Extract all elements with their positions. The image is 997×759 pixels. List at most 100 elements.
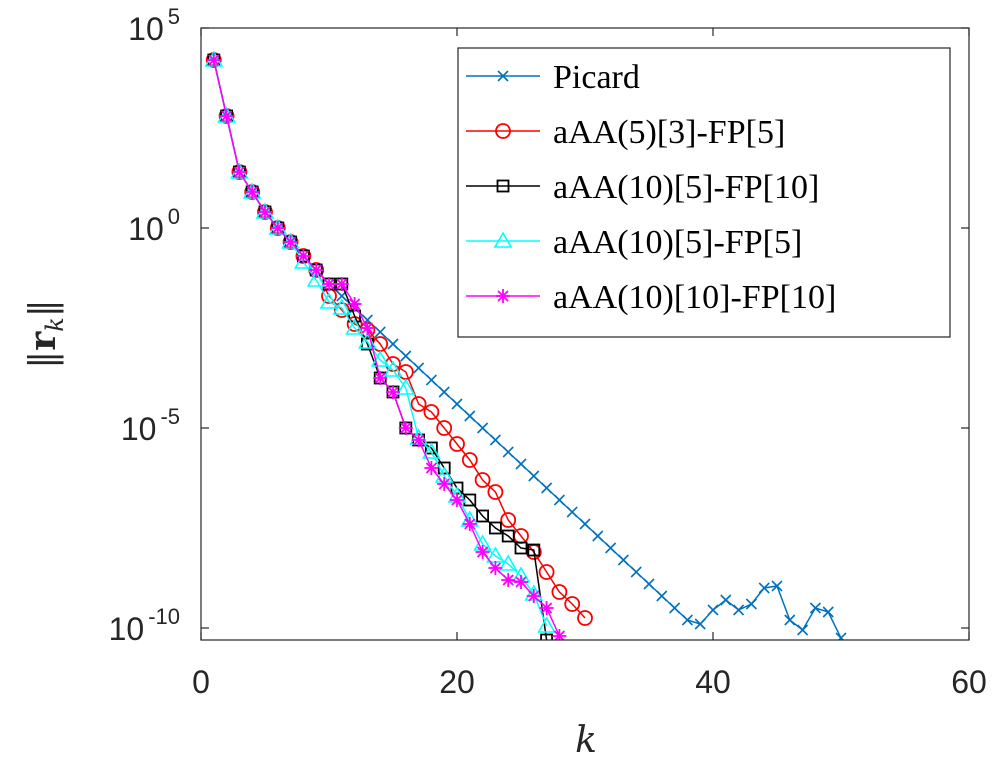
y-axis-label-bars-right: ‖ xyxy=(23,299,64,317)
data-point xyxy=(386,385,400,399)
data-point xyxy=(232,165,247,179)
series-line-4 xyxy=(213,59,561,637)
data-point xyxy=(360,321,375,335)
data-point xyxy=(720,594,732,606)
data-point xyxy=(461,452,478,468)
data-point xyxy=(206,53,221,67)
data-point xyxy=(396,378,416,395)
data-point xyxy=(270,221,285,235)
y-axis-label-r: r xyxy=(22,331,64,351)
data-point xyxy=(551,584,568,600)
y-tick-label: 10 0 xyxy=(128,204,180,247)
data-point xyxy=(413,362,425,374)
data-point xyxy=(514,575,528,589)
data-point xyxy=(822,606,834,618)
data-point xyxy=(332,298,352,315)
data-point xyxy=(500,512,517,528)
data-point xyxy=(487,484,504,500)
data-point xyxy=(383,360,403,377)
data-point xyxy=(489,434,501,446)
data-point xyxy=(564,596,581,612)
y-axis-label-bars-left: ‖ xyxy=(23,351,64,369)
y-tick-exponent: 0 xyxy=(168,204,180,229)
data-point xyxy=(669,602,681,614)
data-point xyxy=(411,433,426,447)
data-point xyxy=(526,589,541,603)
data-point xyxy=(398,421,413,435)
data-point xyxy=(258,205,272,219)
data-point xyxy=(475,545,490,559)
data-point xyxy=(451,398,463,410)
data-point xyxy=(309,263,324,277)
legend-entry: aAA(10)[5]-FP[5] xyxy=(466,224,802,261)
data-point xyxy=(437,461,451,475)
data-point xyxy=(733,604,745,616)
data-point xyxy=(514,541,528,555)
legend-marker xyxy=(495,123,511,139)
legend-marker xyxy=(493,231,513,248)
x-tick-label: 0 xyxy=(192,664,210,700)
data-point xyxy=(809,602,821,614)
legend-marker xyxy=(496,289,510,303)
x-tick-label: 20 xyxy=(439,664,475,700)
data-point xyxy=(476,509,490,523)
data-point xyxy=(758,582,770,594)
x-tick-label: 40 xyxy=(695,664,731,700)
data-point xyxy=(438,386,450,398)
y-tick-label: 10 -5 xyxy=(121,404,180,447)
data-point xyxy=(527,543,541,557)
data-point xyxy=(219,109,234,123)
y-tick-label: 10 -10 xyxy=(109,604,180,647)
data-point xyxy=(462,517,477,531)
series-4 xyxy=(206,53,567,640)
data-point xyxy=(347,297,362,311)
data-point xyxy=(835,632,847,640)
axes-box xyxy=(200,27,970,641)
svg-text:‖rk‖: ‖rk‖ xyxy=(22,299,69,369)
x-tick-label: 60 xyxy=(951,664,987,700)
y-tick-exponent: 5 xyxy=(168,4,180,29)
axes-layer xyxy=(200,27,970,641)
data-point xyxy=(387,338,399,350)
legend-label: aAA(10)[5]-FP[5] xyxy=(553,224,802,261)
data-point xyxy=(345,318,364,335)
data-point xyxy=(617,554,629,566)
data-point xyxy=(334,277,349,291)
y-tick-base: 10 xyxy=(128,11,164,47)
data-point xyxy=(477,422,489,434)
data-point xyxy=(643,578,655,590)
data-point xyxy=(592,530,604,542)
legend: Picard aAA(5)[3]-FP[5] aAA(10)[5]-FP[10] aA… xyxy=(457,47,951,338)
y-axis-label: ‖rk‖ xyxy=(22,299,69,369)
data-point xyxy=(566,506,578,518)
data-point xyxy=(501,529,515,543)
data-point xyxy=(681,614,693,626)
data-point xyxy=(797,624,809,636)
series-layer xyxy=(204,50,847,640)
legend-box xyxy=(457,47,951,338)
data-point xyxy=(283,235,298,249)
legend-marker xyxy=(497,70,509,82)
data-point xyxy=(502,446,514,458)
data-point xyxy=(540,633,553,640)
data-point xyxy=(296,249,311,263)
data-point xyxy=(605,542,617,554)
data-point xyxy=(552,629,567,640)
data-point xyxy=(374,326,386,338)
legend-label: Picard xyxy=(553,59,640,96)
data-point xyxy=(437,477,452,491)
data-point xyxy=(410,396,427,412)
data-point xyxy=(579,518,591,530)
data-point xyxy=(319,292,339,309)
data-point xyxy=(306,270,326,287)
data-point xyxy=(400,350,412,362)
y-tick-base: 10 xyxy=(109,611,145,647)
y-tick-base: 10 xyxy=(121,411,157,447)
legend-label: aAA(10)[5]-FP[10] xyxy=(553,169,819,206)
y-tick-exponent: -10 xyxy=(148,604,180,629)
data-point xyxy=(464,410,476,422)
data-point xyxy=(450,493,464,507)
data-point xyxy=(541,482,553,494)
